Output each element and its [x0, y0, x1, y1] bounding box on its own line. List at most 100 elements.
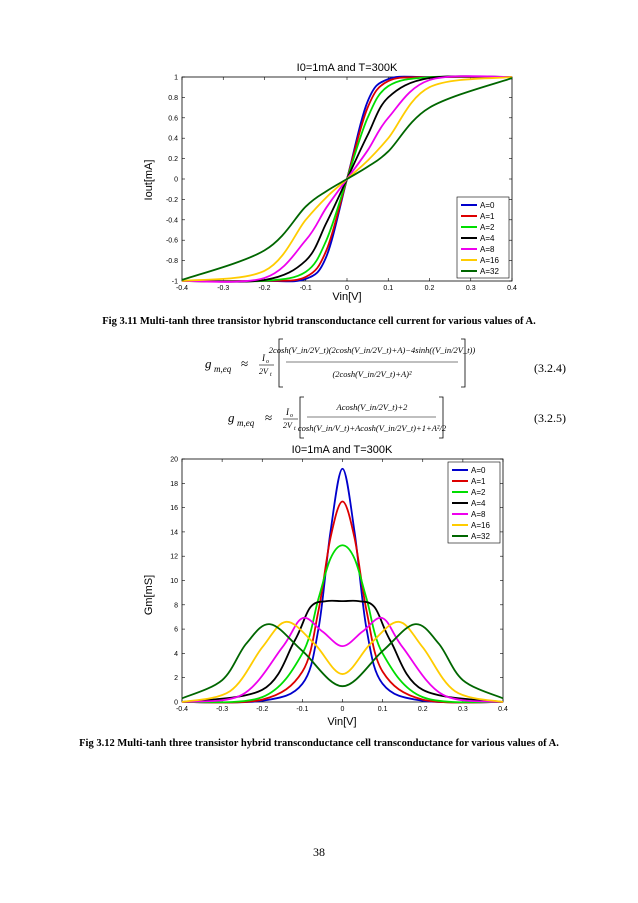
eq1-frac-den: 2V	[259, 367, 269, 376]
legend-entry: A=1	[480, 212, 495, 221]
x-tick-label: 0	[341, 706, 345, 713]
x-axis-label: Vin[V]	[332, 291, 361, 303]
legend-entry: A=32	[471, 532, 490, 541]
y-tick-label: 1	[174, 75, 178, 82]
x-tick-label: 0.4	[507, 285, 517, 292]
legend-entry: A=0	[471, 466, 486, 475]
x-tick-label: 0.1	[378, 706, 388, 713]
equation-number-3-2-4: (3.2.4)	[534, 361, 566, 375]
iout-chart-content: -0.4 -0.3 -0.2 -0.1 0 0.1 0.2 0.3 0.4 -1 -0.8 -0.6 -…	[166, 75, 517, 293]
eq1-approx: ≈	[241, 356, 248, 371]
series-line-a-1	[181, 500, 504, 704]
x-tick-label: -0.4	[176, 285, 188, 292]
legend-entry: A=8	[471, 510, 486, 519]
y-tick-label: -1	[172, 279, 178, 286]
legend-entry: A=2	[471, 488, 486, 497]
legend-entry: A=16	[480, 256, 499, 265]
legend-entry: A=8	[480, 245, 495, 254]
x-tick-label: -0.3	[217, 285, 229, 292]
y-tick-label: -0.4	[166, 217, 178, 224]
y-tick-label: 0.6	[168, 115, 178, 122]
eq2-lhs: g	[228, 410, 235, 425]
x-tick-label: -0.2	[258, 285, 270, 292]
y-tick-label: 0.4	[168, 136, 178, 143]
x-tick-label: 0.2	[418, 706, 428, 713]
y-tick-label: 0.8	[168, 95, 178, 102]
series-line-a-32	[181, 623, 504, 700]
eq2-denominator: cosh(V_in/V_t)+Acosh(V_in/2V_t)+1+A²/2	[298, 423, 447, 433]
y-tick-label: 14	[170, 529, 178, 536]
eq1-numerator: 2cosh(V_in/2V_t)(2cosh(V_in/2V_t)+A)−4si…	[269, 345, 476, 355]
figure-caption-3-11: Fig 3.11 Multi-tanh three transistor hyb…	[102, 316, 536, 327]
eq2-left-bracket	[299, 396, 304, 439]
eq2-approx: ≈	[265, 410, 272, 425]
y-tick-label: 4	[174, 651, 178, 658]
y-tick-label: 20	[170, 457, 178, 464]
x-tick-label: -0.2	[256, 706, 268, 713]
x-tick-label: 0.2	[425, 285, 435, 292]
x-tick-label: -0.1	[296, 706, 308, 713]
eq1-frac-num: I	[261, 353, 266, 363]
eq2-numerator: Acosh(V_in/2V_t)+2	[336, 402, 409, 412]
equation-3-2-4-graphic: g m,eq ≈ I o 2V t 2cosh(V_in/2V_t)(2cosh…	[205, 338, 476, 388]
legend-entry: A=32	[480, 267, 499, 276]
x-tick-label: 0.3	[466, 285, 476, 292]
page-number: 38	[313, 845, 325, 859]
x-tick-label: 0.1	[383, 285, 393, 292]
y-tick-label: -0.6	[166, 238, 178, 245]
series-line-a-4	[181, 599, 504, 703]
y-tick-label: 2	[174, 675, 178, 682]
eq1-denominator: (2cosh(V_in/2V_t)+A)²	[332, 369, 412, 379]
y-tick-label: 0	[174, 177, 178, 184]
eq2-frac-num-sub: o	[290, 413, 293, 419]
legend-box	[447, 461, 501, 544]
eq1-frac-den-sub: t	[270, 372, 272, 378]
x-tick-label: -0.1	[300, 285, 312, 292]
legend-entry: A=16	[471, 521, 490, 530]
eq1-frac-num-sub: o	[266, 359, 269, 365]
y-tick-label: 16	[170, 505, 178, 512]
iout-chart: -0.4 -0.3 -0.2 -0.1 0 0.1 0.2 0.3 0.4 -1 -0.8 -0.6 -…	[143, 62, 517, 303]
legend-entry: A=4	[471, 499, 486, 508]
legend-entry: A=2	[480, 223, 495, 232]
gm-chart-content: -0.4 -0.3 -0.2 -0.1 0 0.1 0.2 0.3 0.4 0 2 4 6 8 10 12 14…	[170, 457, 508, 714]
series-line-a-0	[181, 467, 504, 704]
chart-title: I0=1mA and T=300K	[297, 62, 398, 74]
eq2-frac-den: 2V	[283, 421, 293, 430]
equation-3-2-5-graphic: g m,eq ≈ I o 2V t Acosh(V_in/2V_t)+2 cos…	[228, 396, 447, 439]
eq2-frac-num: I	[285, 407, 290, 417]
eq2-right-bracket	[439, 396, 444, 439]
y-tick-label: 10	[170, 578, 178, 585]
y-tick-label: -0.8	[166, 258, 178, 265]
y-axis-label: Gm[mS]	[143, 575, 155, 615]
y-tick-label: -0.2	[166, 197, 178, 204]
eq1-lhs: g	[205, 356, 212, 371]
eq1-right-bracket	[461, 338, 466, 388]
y-tick-label: 8	[174, 602, 178, 609]
series-line-a-16	[181, 620, 504, 703]
series-line-a-8	[181, 616, 504, 703]
y-tick-label: 0	[174, 700, 178, 707]
legend-entry: A=4	[480, 234, 495, 243]
legend-entry: A=1	[471, 477, 486, 486]
chart-title: I0=1mA and T=300K	[292, 444, 393, 456]
eq2-frac-den-sub: t	[294, 426, 296, 432]
figure-caption-3-12: Fig 3.12 Multi-tanh three transistor hyb…	[79, 738, 559, 749]
x-tick-label: 0.4	[498, 706, 508, 713]
series-line-a-2	[181, 544, 504, 704]
series-line-a-32	[181, 77, 513, 281]
y-tick-label: 12	[170, 554, 178, 561]
eq2-lhs-sub: m,eq	[237, 418, 255, 428]
x-tick-label: -0.4	[176, 706, 188, 713]
x-tick-label: -0.3	[216, 706, 228, 713]
y-tick-label: 18	[170, 481, 178, 488]
y-axis-label: Iout[mA]	[143, 160, 155, 201]
x-axis-label: Vin[V]	[327, 716, 356, 728]
eq1-lhs-sub: m,eq	[214, 364, 232, 374]
y-tick-label: 0.2	[168, 156, 178, 163]
x-tick-label: 0	[345, 285, 349, 292]
eq1-left-bracket	[278, 338, 283, 388]
legend-entry: A=0	[480, 201, 495, 210]
y-tick-label: 6	[174, 627, 178, 634]
plot-frame	[181, 458, 504, 703]
